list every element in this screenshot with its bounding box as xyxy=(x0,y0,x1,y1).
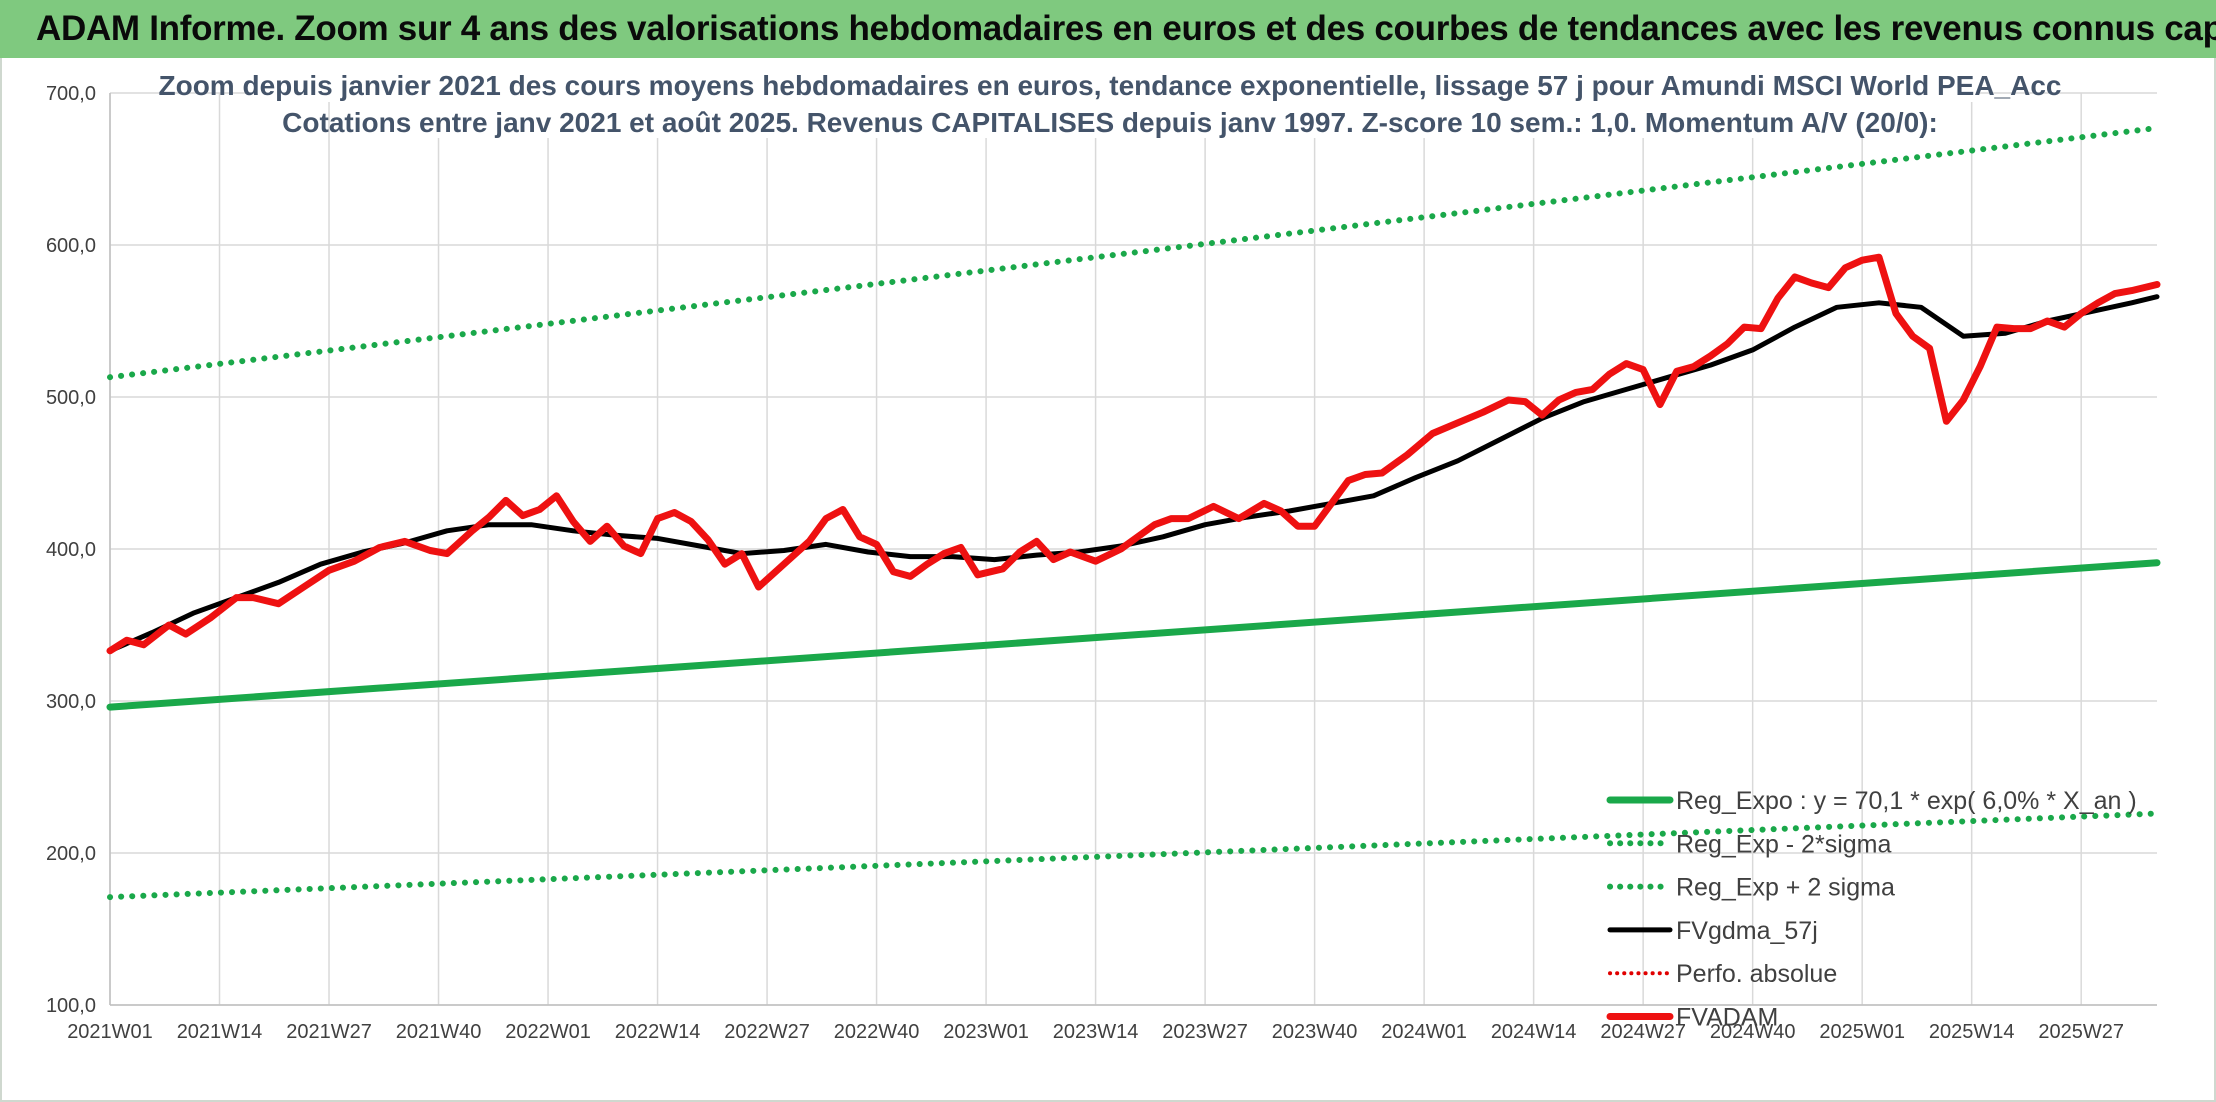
subtitle-background xyxy=(342,102,1897,138)
x-tick-label: 2022W01 xyxy=(505,1021,591,1043)
x-axis: 2021W01 2021W14 2021W27 2021W40 2022W01 2022W… xyxy=(67,1021,2124,1043)
chart-title-block: Zoom depuis janvier 2021 des cours moyen… xyxy=(159,66,2062,138)
y-tick-label: 600,0 xyxy=(46,235,96,257)
chart-subtitle: Cotations entre janv 2021 et août 2025. … xyxy=(282,107,1938,138)
x-tick-label: 2025W27 xyxy=(2038,1021,2124,1043)
x-tick-label: 2021W27 xyxy=(286,1021,372,1043)
series-line-1 xyxy=(107,810,2160,901)
x-tick-label: 2025W14 xyxy=(1929,1021,2015,1043)
x-tick-label: 2023W40 xyxy=(1272,1021,1358,1043)
x-tick-label: 2021W40 xyxy=(396,1021,482,1043)
x-tick-label: 2021W14 xyxy=(177,1021,263,1043)
y-tick-label: 300,0 xyxy=(46,691,96,713)
legend-label: Reg_Exp - 2*sigma xyxy=(1676,830,1891,858)
x-tick-label: 2022W14 xyxy=(615,1021,701,1043)
legend-label: FVgdma_57j xyxy=(1676,917,1818,945)
grid-layer xyxy=(109,92,2157,1006)
y-tick-label: 500,0 xyxy=(46,387,96,409)
x-tick-label: 2023W27 xyxy=(1162,1021,1248,1043)
y-tick-label: 400,0 xyxy=(46,539,96,561)
x-tick-label: 2023W01 xyxy=(943,1021,1029,1043)
title-background xyxy=(257,66,1977,102)
legend-label: Reg_Exp + 2 sigma xyxy=(1676,874,1895,902)
series-line-2 xyxy=(107,125,2160,381)
x-tick-label: 2021W01 xyxy=(67,1021,153,1043)
x-tick-label: 2024W01 xyxy=(1381,1021,1467,1043)
legend-label: Reg_Expo : y = 70,1 * exp( 6,0% * X_an ) xyxy=(1676,787,2137,815)
y-tick-label: 100,0 xyxy=(46,995,96,1017)
series-line-5 xyxy=(106,253,2161,655)
series-layer xyxy=(106,125,2161,901)
x-tick-label: 2024W40 xyxy=(1710,1021,1796,1043)
x-tick-label: 2024W27 xyxy=(1600,1021,1686,1043)
x-tick-label: 2022W40 xyxy=(834,1021,920,1043)
legend-label: FVADAM xyxy=(1676,1004,1778,1032)
y-tick-label: 700,0 xyxy=(46,83,96,105)
x-tick-label: 2024W14 xyxy=(1491,1021,1577,1043)
y-axis: 100,0 200,0 300,0 400,0 500,0 600,0 700,0 xyxy=(46,83,96,1017)
series-line-0 xyxy=(106,559,2161,711)
y-tick-label: 200,0 xyxy=(46,843,96,865)
line-chart: 100,0 200,0 300,0 400,0 500,0 600,0 700,0 2021… xyxy=(46,66,2161,1043)
x-tick-label: 2025W01 xyxy=(1819,1021,1905,1043)
legend: Reg_Expo : y = 70,1 * exp( 6,0% * X_an )… xyxy=(1606,787,2137,1032)
series-line-3 xyxy=(107,294,2160,654)
report-banner-title: ADAM Informe. Zoom sur 4 ans des valoris… xyxy=(0,0,2216,58)
x-tick-label: 2022W27 xyxy=(724,1021,810,1043)
chart-frame: 100,0 200,0 300,0 400,0 500,0 600,0 700,0 2021… xyxy=(0,58,2216,1102)
chart-title: Zoom depuis janvier 2021 des cours moyen… xyxy=(159,70,2062,101)
x-tick-label: 2023W14 xyxy=(1053,1021,1139,1043)
legend-label: Perfo. absolue xyxy=(1676,960,1837,988)
